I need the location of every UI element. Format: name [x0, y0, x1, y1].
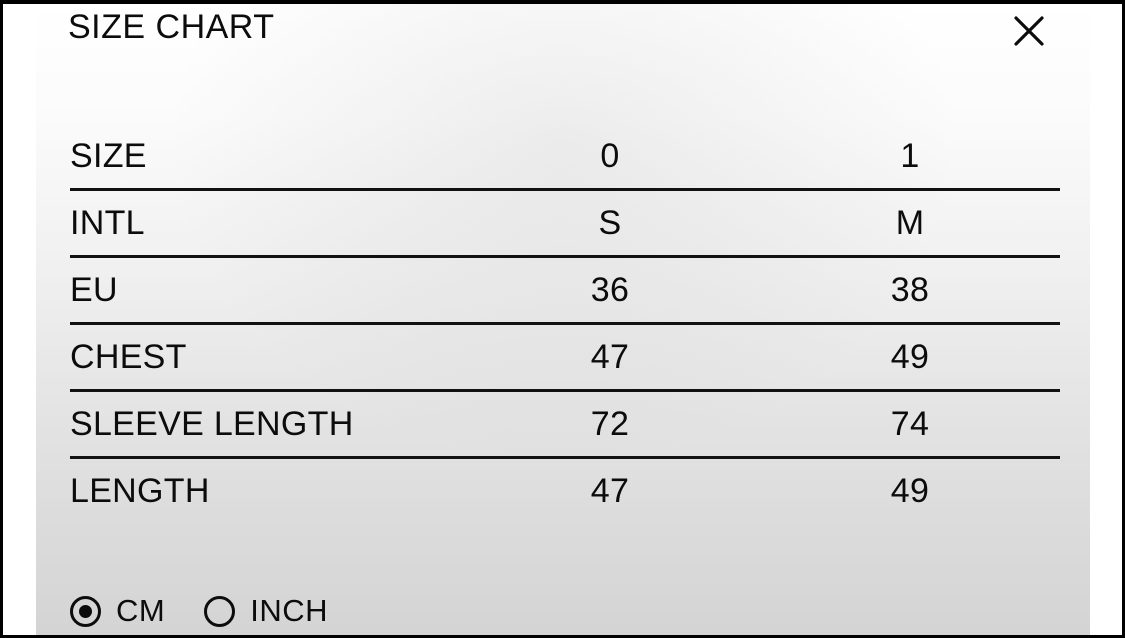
table-row-eu: EU 36 38: [70, 258, 1060, 325]
row-value-col1: 49: [890, 471, 930, 510]
radio-selected-icon[interactable]: [70, 595, 101, 627]
unit-option-inch[interactable]: INCH: [204, 593, 328, 629]
unit-toggle-group: CM INCH: [70, 593, 328, 629]
size-table: SIZE 0 1 INTL S M EU 36 38 CHEST 47 49 S…: [70, 124, 1060, 523]
close-icon: [1014, 16, 1044, 46]
unit-cm-label: CM: [116, 593, 166, 628]
row-label: INTL: [70, 203, 145, 242]
row-value-col1: 1: [900, 136, 920, 175]
unit-option-cm[interactable]: CM: [70, 593, 165, 629]
row-value-col0: 36: [590, 270, 630, 309]
radio-unselected-icon[interactable]: [204, 595, 236, 627]
radio-dot: [79, 604, 92, 618]
row-value-col1: M: [895, 203, 925, 242]
row-label: SIZE: [70, 136, 147, 175]
row-value-col1: 49: [890, 337, 930, 376]
row-label: SLEEVE LENGTH: [70, 404, 354, 443]
row-value-col0: 0: [600, 136, 620, 175]
table-row-size: SIZE 0 1: [70, 124, 1060, 191]
row-value-col0: 47: [590, 337, 630, 376]
row-value-col0: 72: [590, 404, 630, 443]
table-row-intl: INTL S M: [70, 191, 1060, 258]
close-button[interactable]: [1006, 8, 1052, 54]
table-row-sleeve-length: SLEEVE LENGTH 72 74: [70, 392, 1060, 459]
row-label: EU: [70, 270, 118, 309]
row-value-col1: 38: [890, 270, 930, 309]
modal-title: SIZE CHART: [68, 8, 275, 46]
row-value-col0: S: [598, 203, 622, 242]
table-row-chest: CHEST 47 49: [70, 325, 1060, 392]
row-value-col1: 74: [890, 404, 930, 443]
row-label: CHEST: [70, 337, 187, 376]
row-label: LENGTH: [70, 471, 210, 510]
table-row-length: LENGTH 47 49: [70, 459, 1060, 523]
unit-inch-label: INCH: [250, 593, 328, 628]
row-value-col0: 47: [590, 471, 630, 510]
